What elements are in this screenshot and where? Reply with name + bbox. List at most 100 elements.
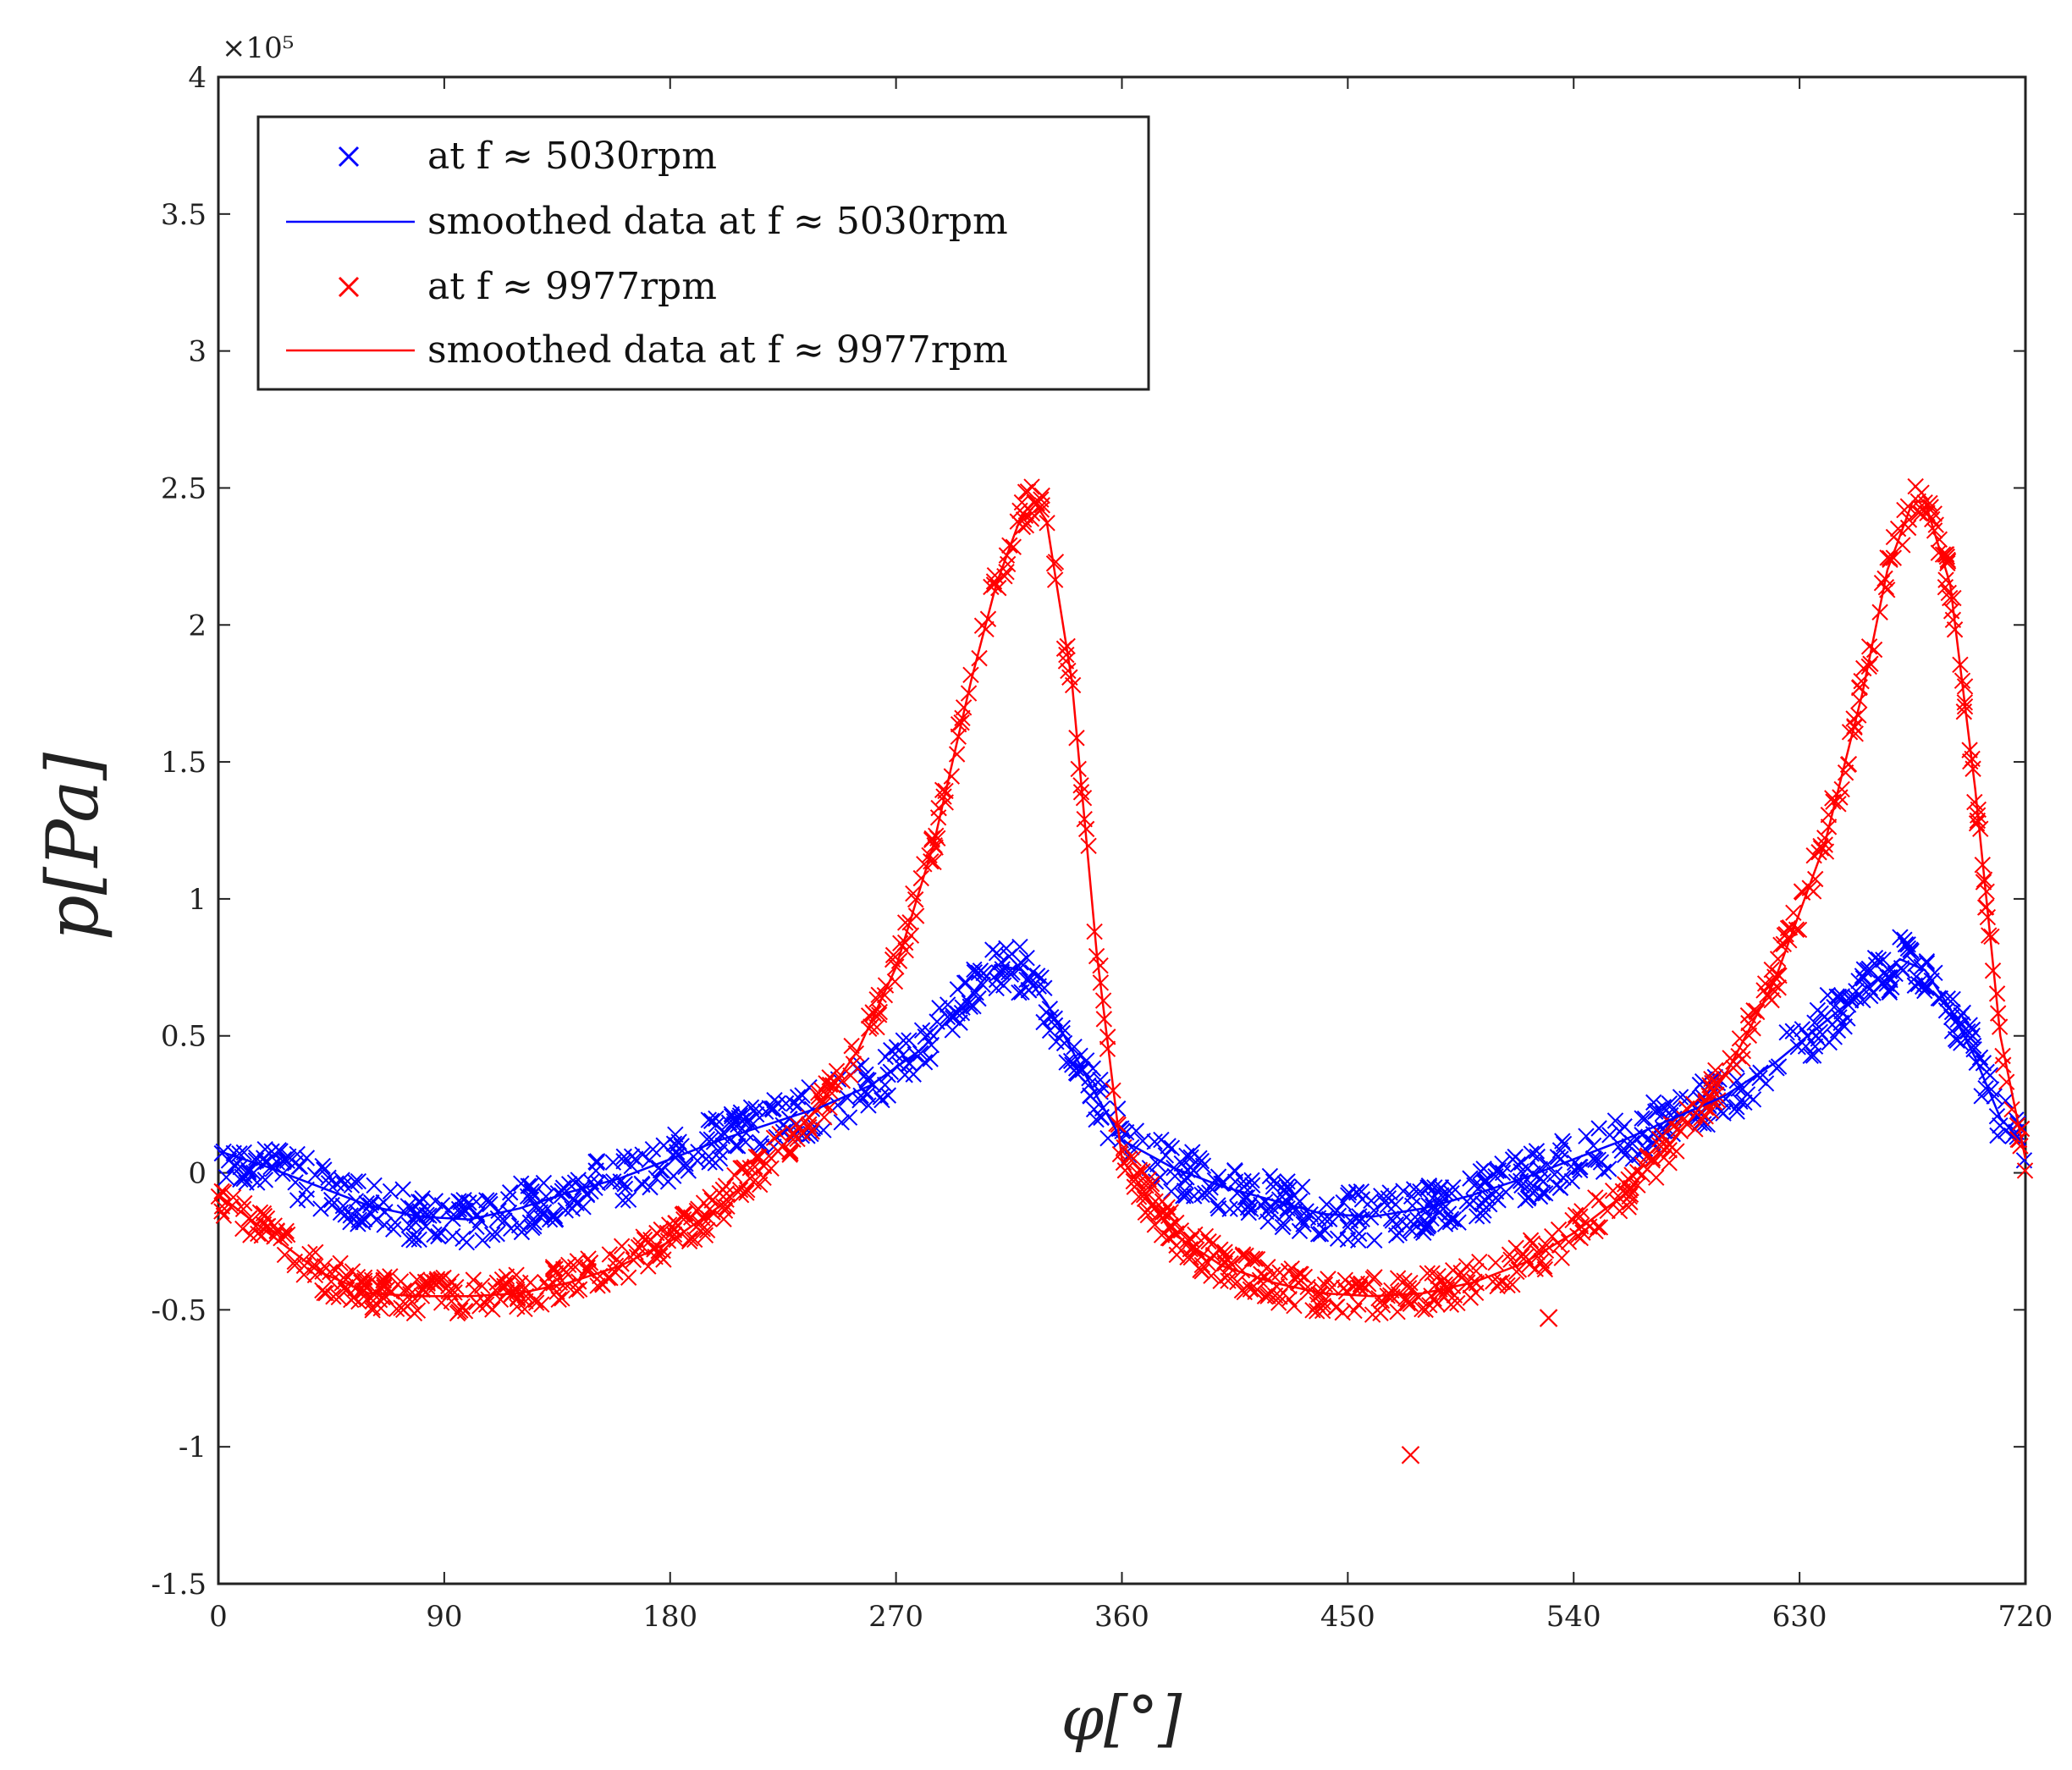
blue-data-point	[1828, 988, 1845, 1006]
red-data-point	[1247, 1283, 1264, 1300]
blue-data-point	[901, 1032, 918, 1049]
red-data-point	[1179, 1232, 1197, 1249]
blue-data-point	[1041, 1022, 1059, 1039]
legend-box	[256, 115, 1150, 391]
red-data-point	[929, 809, 947, 826]
line-layer	[218, 499, 2027, 1298]
red-data-point	[906, 891, 924, 908]
blue-data-point	[1085, 1100, 1103, 1118]
blue-data-point	[342, 1207, 359, 1224]
blue-data-point	[1262, 1203, 1280, 1220]
red-data-point	[868, 990, 885, 1008]
red-data-point	[544, 1260, 562, 1277]
y-tick-label: 1.5	[161, 746, 207, 780]
blue-data-point	[729, 1138, 747, 1155]
red-data-point	[2012, 1138, 2029, 1155]
red-data-point	[1092, 957, 1109, 974]
y-tick-label: 3	[188, 335, 207, 369]
red-data-point	[681, 1232, 698, 1250]
red-data-point	[473, 1277, 491, 1294]
red-data-point	[215, 1183, 233, 1201]
blue-data-point	[1436, 1216, 1454, 1232]
red-data-point	[1662, 1116, 1680, 1133]
legend-entry-blue-line: smoothed data at f ≈ 5030rpm	[286, 200, 1008, 243]
legend-label-4: smoothed data at f ≈ 9977rpm	[427, 328, 1008, 372]
blue-data-point	[956, 974, 973, 991]
blue-data-point	[1419, 1218, 1436, 1235]
red-data-point	[905, 885, 922, 902]
red-data-point	[1968, 814, 1986, 832]
blue-data-point	[457, 1202, 475, 1220]
blue-data-point	[1595, 1163, 1612, 1180]
blue-data-point	[1902, 941, 1919, 958]
red-data-point	[1725, 1059, 1742, 1077]
blue-data-point	[1177, 1172, 1194, 1189]
blue-data-point	[1163, 1139, 1181, 1156]
blue-data-point	[1661, 1095, 1678, 1112]
red-data-point	[509, 1283, 526, 1300]
blue-data-point	[1350, 1232, 1367, 1249]
red-data-point	[1266, 1287, 1284, 1304]
legend-label-2: smoothed data at f ≈ 5030rpm	[427, 200, 1008, 243]
blue-data-point	[1462, 1170, 1479, 1187]
blue-data-point	[730, 1116, 747, 1133]
blue-data-point	[1388, 1227, 1405, 1243]
blue-data-point	[1892, 929, 1909, 946]
x-tick-label: 180	[642, 1600, 697, 1634]
blue-data-point	[680, 1162, 697, 1179]
blue-data-point	[275, 1150, 293, 1168]
blue-data-point	[1094, 1078, 1111, 1095]
blue-data-point	[1149, 1155, 1166, 1173]
red-data-point	[1860, 638, 1878, 655]
red-data-point	[533, 1296, 550, 1313]
red-data-point	[1425, 1290, 1442, 1308]
blue-data-point	[633, 1175, 650, 1192]
red-data-point	[1309, 1303, 1325, 1320]
blue-data-point	[1316, 1222, 1334, 1239]
blue-data-point	[263, 1143, 280, 1160]
blue-data-point	[1943, 1023, 1961, 1039]
red-data-point	[912, 869, 929, 887]
blue-data-point	[1855, 961, 1873, 978]
blue-data-point	[1606, 1112, 1624, 1129]
red-data-point	[1471, 1253, 1488, 1271]
blue-data-point	[711, 1150, 729, 1167]
red-data-point	[1862, 655, 1879, 672]
blue-data-point	[280, 1148, 297, 1166]
red-data-point	[1449, 1294, 1466, 1312]
blue-data-point	[957, 974, 975, 991]
blue-data-point	[1200, 1184, 1218, 1201]
red-data-point	[1882, 551, 1898, 568]
blue-data-point	[541, 1210, 559, 1228]
red-outlier-point	[1539, 1309, 1558, 1327]
blue-data-point	[455, 1230, 471, 1248]
blue-data-point	[1971, 1049, 1989, 1066]
red-data-point	[1070, 760, 1087, 778]
blue-data-point	[752, 1134, 769, 1152]
blue-data-point	[355, 1214, 372, 1231]
red-data-point	[601, 1246, 619, 1263]
blue-data-point	[922, 1050, 939, 1067]
blue-data-point	[513, 1175, 530, 1192]
red-data-point	[1871, 604, 1888, 620]
blue-data-point	[1964, 1021, 1981, 1039]
blue-data-point	[1894, 962, 1911, 979]
blue-data-point	[1512, 1172, 1529, 1189]
red-data-point	[355, 1269, 373, 1287]
blue-data-point	[758, 1103, 774, 1120]
red-data-point	[376, 1269, 393, 1286]
blue-data-point	[1415, 1219, 1432, 1237]
red-data-point	[1956, 678, 1974, 695]
red-data-point	[950, 715, 967, 733]
red-data-point	[1781, 919, 1799, 936]
red-data-point	[943, 768, 961, 785]
red-data-point	[1430, 1267, 1447, 1285]
blue-data-point	[1082, 1087, 1099, 1104]
blue-data-point	[1298, 1203, 1314, 1220]
y-tick-label: 1	[188, 883, 207, 917]
red-data-point	[1934, 546, 1952, 563]
blue-data-point	[1624, 1150, 1641, 1167]
red-data-point	[1125, 1150, 1143, 1167]
blue-data-point	[334, 1197, 352, 1215]
red-data-point	[448, 1278, 465, 1296]
